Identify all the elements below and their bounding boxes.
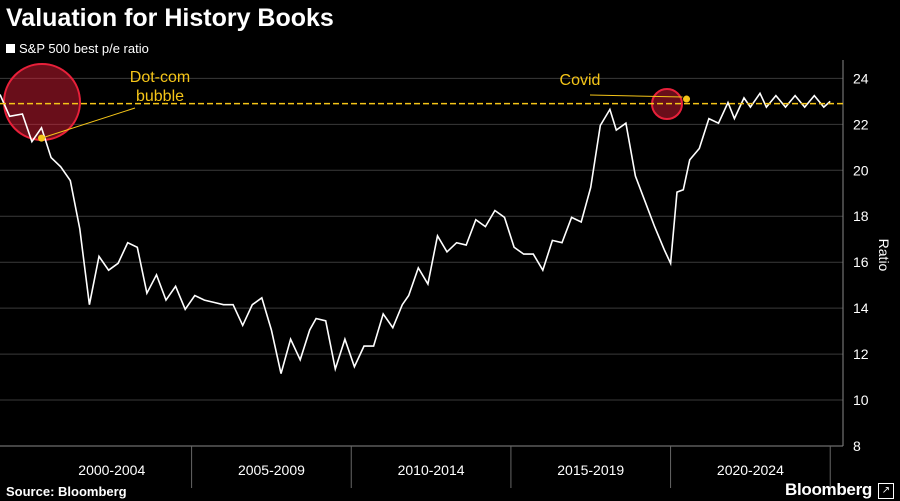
- y-tick-label: 14: [853, 300, 869, 316]
- y-tick-label: 22: [853, 116, 869, 132]
- annotations: Dot-com bubble Covid: [38, 69, 691, 142]
- y-tick-label: 24: [853, 70, 869, 86]
- source-note: Source: Bloomberg: [6, 484, 127, 499]
- series-line: [0, 91, 831, 374]
- y-axis-label: Ratio: [876, 239, 892, 272]
- dotcom-leader-line: [41, 107, 136, 139]
- dotcom-label-line2: bubble: [136, 88, 184, 105]
- x-tick-label: 2015-2019: [557, 462, 624, 478]
- y-tick-label: 20: [853, 162, 869, 178]
- brand-logo: Bloomberg: [784, 480, 872, 499]
- y-tick-label: 18: [853, 208, 869, 224]
- legend: S&P 500 best p/e ratio: [6, 41, 149, 56]
- covid-marker: [683, 95, 691, 103]
- y-tick-label: 16: [853, 254, 869, 270]
- x-tick-label: 2005-2009: [238, 462, 305, 478]
- covid-label: Covid: [560, 72, 601, 89]
- chart-title: Valuation for History Books: [6, 4, 334, 32]
- x-axis: 2000-2004 2005-2009 2010-2014 2015-2019 2020…: [0, 445, 843, 488]
- y-tick-label: 10: [853, 392, 869, 408]
- dotcom-label-line1: Dot-com: [130, 69, 190, 86]
- y-tick-label: 8: [853, 438, 861, 454]
- y-tick-label: 12: [853, 346, 869, 362]
- x-tick-label: 2020-2024: [717, 462, 784, 478]
- terminal-icon: ↗: [878, 483, 894, 499]
- y-axis: 8 10 12 14 16 18 20 22 24: [842, 60, 869, 454]
- grid-lines: [0, 77, 843, 447]
- covid-leader-line: [589, 94, 683, 98]
- legend-label: S&P 500 best p/e ratio: [19, 41, 149, 56]
- x-tick-label: 2010-2014: [398, 462, 465, 478]
- legend-swatch: [6, 44, 15, 53]
- x-tick-label: 2000-2004: [78, 462, 145, 478]
